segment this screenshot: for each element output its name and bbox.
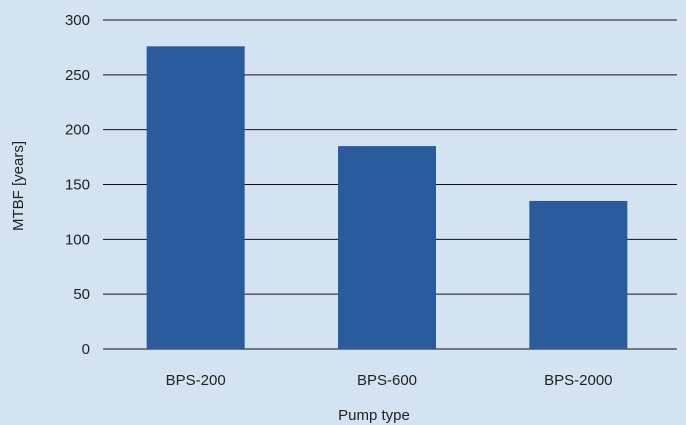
bar-bps-600 xyxy=(338,146,436,349)
bars xyxy=(147,46,628,349)
x-tick-label-bps-200: BPS-200 xyxy=(166,372,226,389)
y-tick-label-200: 200 xyxy=(65,122,90,139)
bar-bps-2000 xyxy=(529,201,627,349)
y-tick-label-250: 250 xyxy=(65,67,90,84)
y-tick-label-50: 50 xyxy=(73,286,90,303)
x-axis-title: Pump type xyxy=(338,407,410,424)
bar-bps-200 xyxy=(147,46,245,349)
y-tick-label-150: 150 xyxy=(65,177,90,194)
y-axis-ticks: 0 50 100 150 200 250 300 xyxy=(65,12,90,358)
x-tick-label-bps-600: BPS-600 xyxy=(357,372,417,389)
x-tick-label-bps-2000: BPS-2000 xyxy=(544,372,612,389)
y-tick-label-0: 0 xyxy=(82,341,90,358)
y-axis-title: MTBF [years] xyxy=(10,141,27,231)
y-tick-label-300: 300 xyxy=(65,12,90,29)
y-tick-label-100: 100 xyxy=(65,231,90,248)
x-axis-ticks: BPS-200 BPS-600 BPS-2000 xyxy=(166,372,613,389)
